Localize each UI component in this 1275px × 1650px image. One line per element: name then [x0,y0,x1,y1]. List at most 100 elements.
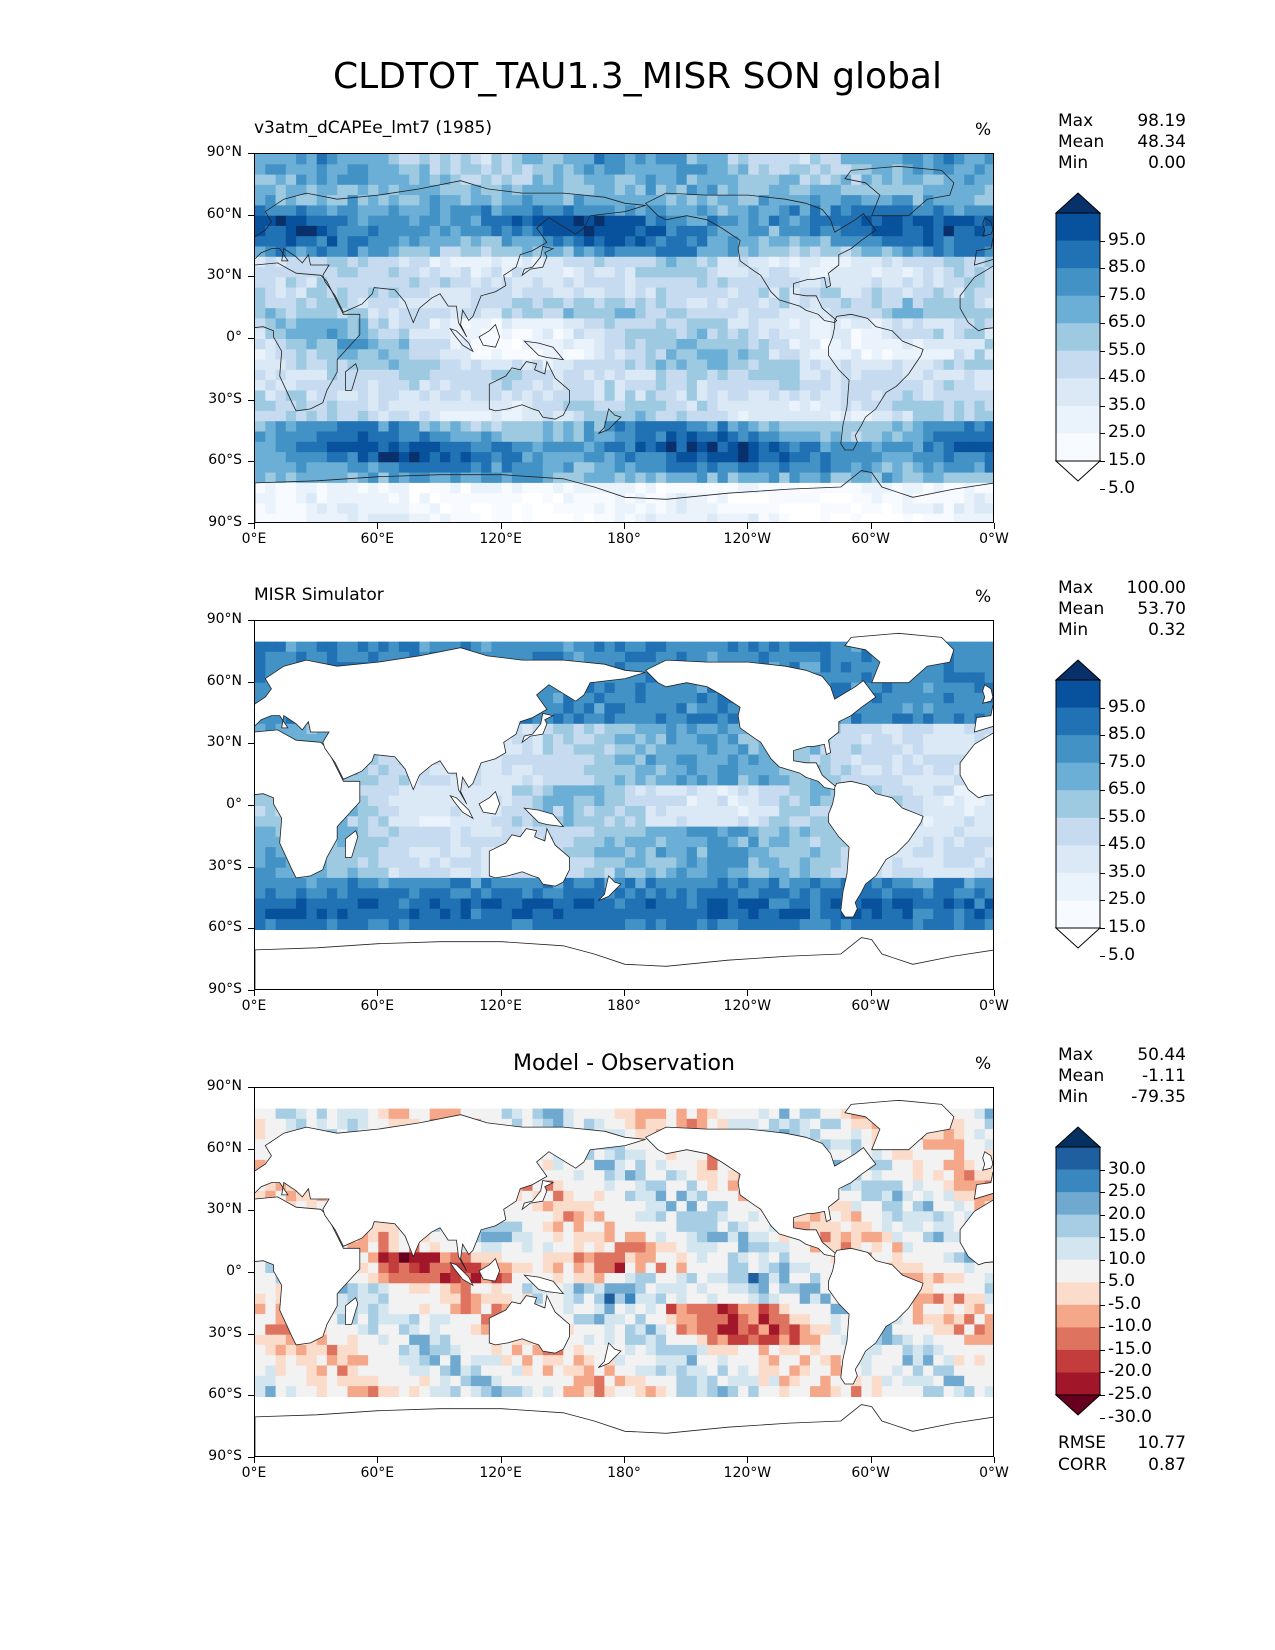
field-cell [810,754,821,766]
field-cell [265,184,277,196]
field-cell [892,462,904,474]
colorbar-label: 15.0 [1108,450,1146,470]
field-cell [470,775,482,787]
field-cell [851,503,862,515]
field-cell [871,744,883,756]
field-cell [450,472,462,484]
field-cell [820,287,832,299]
field-cell [707,164,719,176]
field-cell [851,246,862,258]
field-cell [953,452,965,463]
field-cell [707,410,719,422]
field-cell [799,380,811,391]
field-cell [511,806,523,817]
field-cell [275,867,287,879]
field-cell [255,318,266,330]
field-cell [923,349,934,361]
field-cell [429,184,441,196]
field-cell [655,225,667,237]
field-cell [563,410,575,422]
field-cell [306,472,318,484]
field-cell [357,164,369,176]
field-cell [285,472,297,484]
field-cell [326,339,338,350]
field-cell [450,826,462,838]
field-cell [892,410,904,422]
field-cell [912,857,924,869]
field-cell [738,174,749,186]
field-cell [717,308,729,320]
colorbar-tick [1100,735,1105,737]
field-cell [450,308,462,320]
field-cell [625,806,636,817]
field-cell [532,482,544,494]
field-cell [902,908,914,920]
field-cell [583,308,595,320]
field-cell [676,723,688,735]
field-cell [707,297,719,309]
field-cell [337,225,349,237]
field-cell [481,390,492,402]
field-cell [357,246,369,258]
field-cell [573,703,585,715]
field-cell [820,184,832,196]
field-cell [953,164,965,176]
field-cell [594,651,606,663]
field-cell [748,154,760,165]
field-cell [768,775,780,787]
field-cell [881,723,893,735]
field-cell [748,308,760,320]
field-cell [419,877,431,889]
field-cell [840,297,852,309]
field-cell [923,339,934,350]
field-cell [779,1108,791,1120]
field-cell [840,744,852,756]
field-cell [604,184,616,196]
field-cell [758,184,770,196]
field-cell [316,184,328,196]
field-cell [604,205,616,217]
field-cell [460,503,472,515]
field-cell [696,236,708,248]
field-cell [470,898,482,910]
field-cell [450,359,462,371]
colorbar-tick [1100,268,1105,270]
field-cell [738,441,749,453]
field-cell [912,246,924,258]
field-cell [563,908,575,920]
field-cell [460,452,472,463]
field-cell [984,651,993,663]
field-cell [388,349,400,361]
field-cell [614,1108,626,1120]
field-cell [419,277,431,289]
field-cell [594,713,606,725]
field-cell [285,898,297,910]
field-cell [255,723,266,735]
field-cell [707,877,719,889]
field-cell [717,359,729,371]
field-cell [830,1129,842,1140]
field-cell [337,472,349,484]
field-cell [460,410,472,422]
field-cell [748,898,760,910]
field-cell [388,816,400,828]
field-cell [799,339,811,350]
field-cell [265,421,277,433]
field-cell [511,898,523,910]
field-cell [923,369,934,381]
field-cell [553,236,564,248]
field-cell [666,806,677,817]
field-cell [388,877,400,889]
field-cell [409,328,421,340]
field-cell [686,195,698,206]
field-cell [625,390,636,402]
field-cell [542,651,554,663]
field-cell [696,267,708,278]
field-cell [542,682,554,694]
field-cell [635,297,647,309]
field-cell [604,682,616,694]
field-cell [326,369,338,381]
field-cell [748,174,760,186]
field-cell [481,764,492,776]
field-cell [964,195,976,206]
